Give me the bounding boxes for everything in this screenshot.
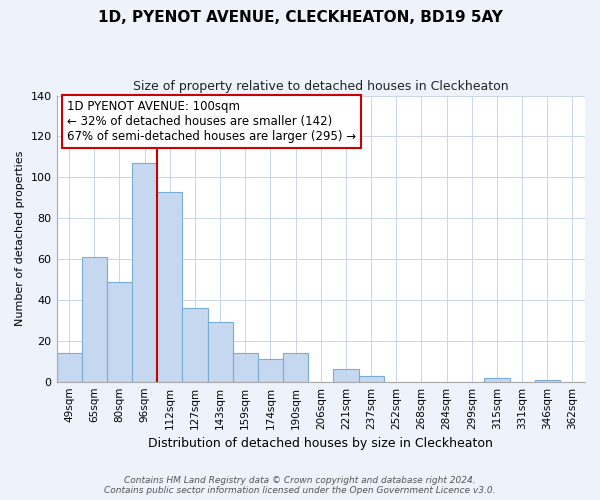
Text: 1D, PYENOT AVENUE, CLECKHEATON, BD19 5AY: 1D, PYENOT AVENUE, CLECKHEATON, BD19 5AY <box>98 10 502 25</box>
Bar <box>132 163 157 382</box>
Bar <box>359 376 383 382</box>
Bar <box>208 322 233 382</box>
Y-axis label: Number of detached properties: Number of detached properties <box>15 151 25 326</box>
Bar <box>258 359 283 382</box>
Bar <box>233 353 258 382</box>
Bar <box>182 308 208 382</box>
Text: 1D PYENOT AVENUE: 100sqm
← 32% of detached houses are smaller (142)
67% of semi-: 1D PYENOT AVENUE: 100sqm ← 32% of detach… <box>67 100 356 143</box>
Bar <box>56 353 82 382</box>
Title: Size of property relative to detached houses in Cleckheaton: Size of property relative to detached ho… <box>133 80 509 93</box>
Bar <box>334 370 359 382</box>
Bar <box>484 378 509 382</box>
Bar <box>82 257 107 382</box>
Bar <box>535 380 560 382</box>
Bar <box>107 282 132 382</box>
Bar <box>157 192 182 382</box>
Bar <box>283 353 308 382</box>
X-axis label: Distribution of detached houses by size in Cleckheaton: Distribution of detached houses by size … <box>148 437 493 450</box>
Text: Contains HM Land Registry data © Crown copyright and database right 2024.
Contai: Contains HM Land Registry data © Crown c… <box>104 476 496 495</box>
